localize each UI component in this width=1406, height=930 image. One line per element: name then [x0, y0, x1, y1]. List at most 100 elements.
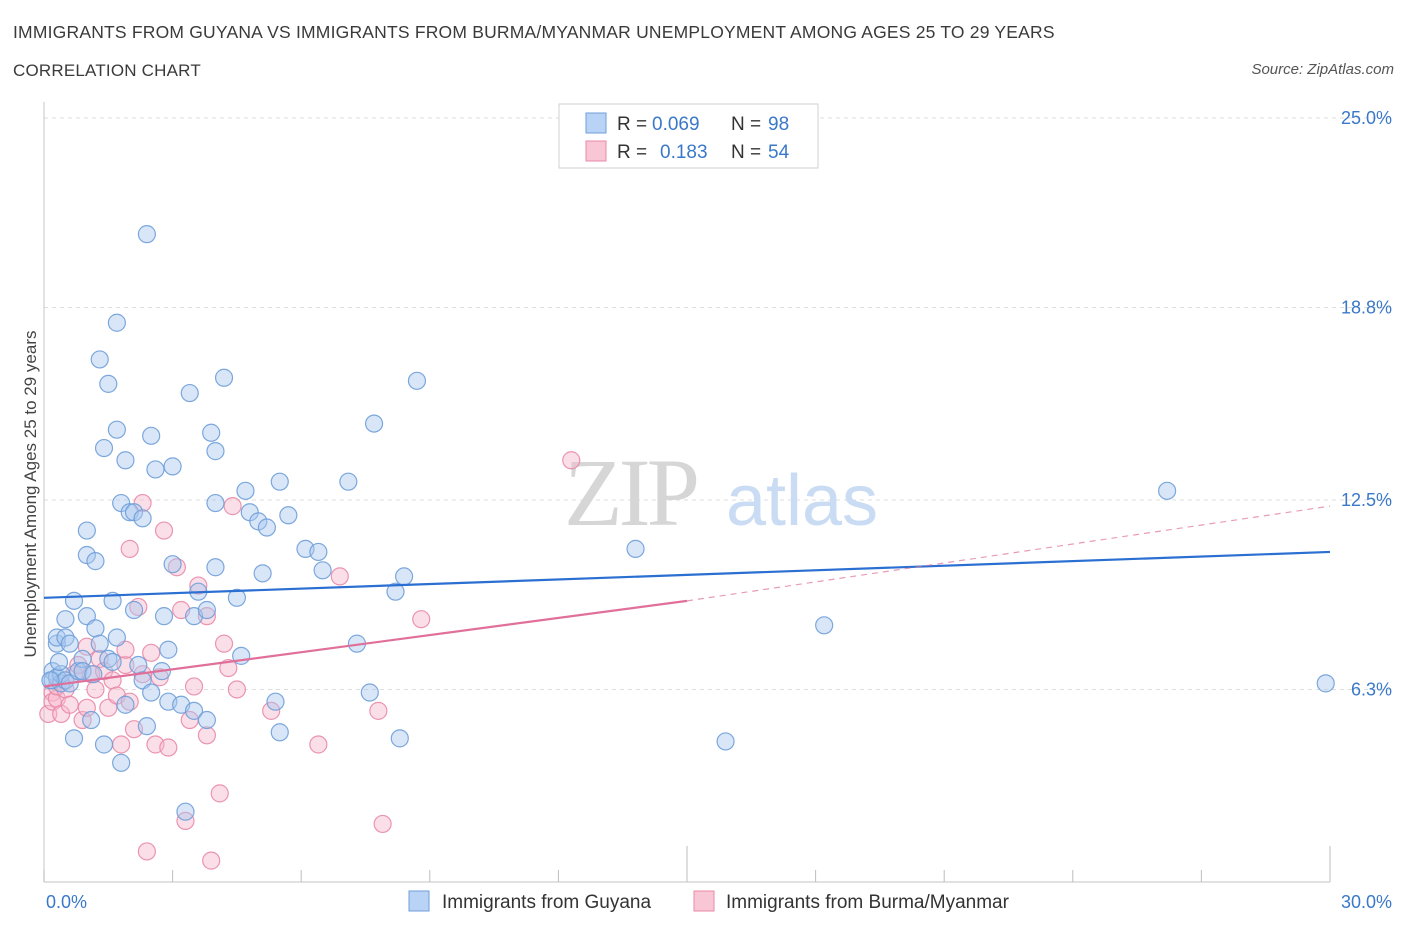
guyana-point-11: [60, 634, 79, 653]
burma-point-18: [103, 671, 122, 690]
burma-point-47: [223, 497, 242, 516]
guyana-point-77: [279, 506, 298, 525]
stats-r-value-1: 0.069: [652, 114, 700, 135]
grid-layer: [44, 117, 1390, 690]
burma-point-54: [412, 610, 431, 629]
y-tick-label-3: 25.0%: [1341, 108, 1392, 128]
guyana-point-40: [124, 600, 144, 620]
guyana-point-37: [116, 695, 135, 714]
guyana-point-81: [339, 472, 358, 491]
burma-point-49: [262, 701, 281, 720]
guyana-point-20: [82, 710, 101, 730]
trend-line-burma: [43, 599, 688, 688]
burma-point-39: [184, 677, 204, 696]
source-label: Source: ZipAtlas.com: [1251, 61, 1394, 78]
guyana-point-61: [197, 710, 216, 730]
guyana-point-85: [386, 582, 405, 601]
burma-point-29: [137, 842, 156, 861]
legend-swatch-burma: [693, 890, 715, 912]
burma-point-44: [210, 784, 229, 803]
series-guyana-points: [41, 225, 1335, 821]
guyana-point-86: [390, 729, 409, 748]
guyana-point-56: [180, 383, 199, 403]
guyana-point-33: [107, 420, 126, 439]
guyana-point-24: [90, 350, 109, 369]
guyana-point-23: [90, 634, 109, 653]
guyana-point-44: [137, 717, 156, 736]
burma-point-20: [112, 735, 131, 754]
legend-label-guyana: Immigrants from Guyana: [442, 892, 651, 913]
guyana-point-62: [202, 423, 221, 442]
burma-point-41: [197, 726, 216, 745]
guyana-point-60: [197, 600, 216, 620]
guyana-point-58: [184, 701, 204, 720]
guyana-point-67: [227, 588, 246, 607]
guyana-point-49: [154, 607, 174, 626]
y-tick-label-1: 12.5%: [1341, 490, 1392, 510]
burma-point-33: [154, 521, 174, 540]
guyana-point-27: [99, 374, 118, 393]
watermark-atlas: atlas: [726, 461, 878, 541]
guyana-point-43: [133, 509, 152, 528]
legend-label-burma: Immigrants from Burma/Myanmar: [726, 892, 1010, 913]
tick-labels: 6.3% 12.5% 18.8% 25.0% 0.0% 30.0%: [46, 108, 1392, 912]
burma-point-7: [60, 695, 79, 714]
burma-point-48: [227, 680, 246, 699]
guyana-point-45: [137, 225, 156, 244]
burma-point-46: [219, 658, 238, 678]
burma-point-55: [562, 451, 581, 470]
guyana-point-90: [716, 732, 735, 751]
stats-box: R = 0.069 N = 98 R = 0.183 N = 54: [558, 103, 819, 169]
guyana-point-87: [394, 567, 414, 586]
trend-lines: [43, 505, 1331, 688]
guyana-point-31: [107, 313, 126, 332]
legend: Immigrants from Guyana Immigrants from B…: [408, 890, 1010, 913]
chart-title: IMMIGRANTS FROM GUYANA VS IMMIGRANTS FRO…: [13, 22, 1055, 42]
guyana-point-80: [313, 561, 332, 580]
guyana-point-91: [815, 616, 834, 635]
guyana-point-12: [64, 729, 84, 748]
guyana-point-92: [1158, 481, 1177, 500]
burma-point-51: [330, 567, 349, 586]
burma-point-43: [202, 851, 221, 870]
burma-point-42: [197, 607, 216, 626]
y-tick-label-2: 18.8%: [1341, 297, 1392, 317]
stats-n-label-2: N =: [731, 142, 761, 163]
burma-point-45: [214, 634, 234, 653]
legend-swatch-guyana: [408, 890, 430, 912]
burma-point-53: [373, 814, 392, 834]
guyana-point-88: [407, 371, 427, 390]
stats-r-label-1: R =: [617, 114, 647, 135]
burma-point-52: [369, 701, 388, 720]
guyana-point-34: [112, 753, 131, 772]
guyana-point-13: [64, 591, 84, 610]
guyana-point-89: [626, 539, 645, 558]
guyana-point-63: [206, 442, 225, 461]
guyana-point-25: [94, 735, 114, 754]
guyana-point-69: [236, 481, 255, 500]
burma-point-40: [189, 576, 208, 595]
guyana-point-16: [73, 662, 92, 681]
guyana-point-18: [77, 521, 96, 540]
guyana-point-50: [159, 640, 178, 659]
guyana-point-95: [49, 652, 69, 672]
burma-point-50: [309, 735, 328, 754]
guyana-point-22: [86, 619, 105, 638]
guyana-point-83: [360, 683, 379, 702]
guyana-point-73: [257, 518, 277, 537]
trend-line-burma-extension: [686, 505, 1331, 602]
guyana-point-74: [266, 692, 285, 711]
guyana-point-46: [142, 426, 161, 445]
stats-n-value-2: 54: [768, 142, 790, 163]
guyana-point-55: [176, 802, 195, 821]
x-tick-label-0: 0.0%: [46, 892, 87, 912]
guyana-point-66: [214, 368, 234, 387]
guyana-point-32: [107, 628, 126, 647]
chart-subtitle: CORRELATION CHART: [13, 61, 201, 80]
axes-layer: [43, 102, 1331, 883]
guyana-point-41: [129, 655, 148, 675]
guyana-point-84: [364, 414, 384, 433]
guyana-point-76: [270, 472, 289, 491]
stats-n-label-1: N =: [731, 114, 761, 135]
